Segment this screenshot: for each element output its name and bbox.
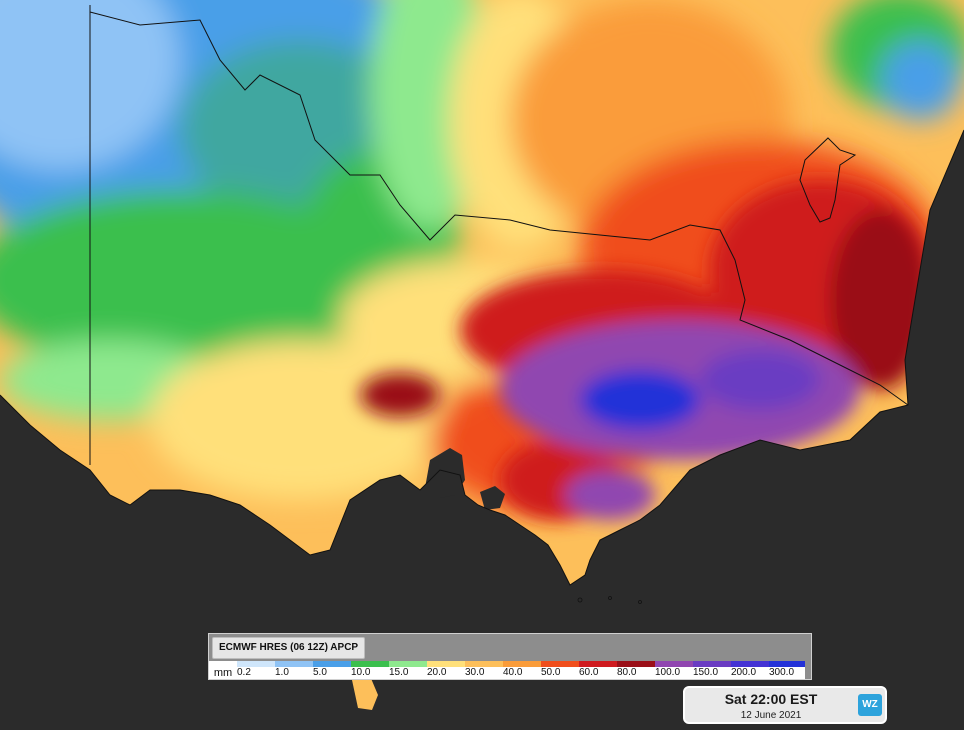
legend-cell [655,667,693,679]
legend-unit: mm [209,661,237,679]
legend-cell [351,667,389,679]
legend-label: 60.0 [579,667,599,678]
legend-swatch [503,661,541,667]
legend-cell [237,667,275,679]
legend-label: 150.0 [693,667,719,678]
legend-swatch [693,661,731,667]
legend-swatch [465,661,503,667]
legend-label: 300.0 [769,667,795,678]
legend-swatch [655,661,693,667]
legend-cell [503,667,541,679]
field-blob [0,0,180,170]
legend-label: 40.0 [503,667,523,678]
legend-label: 10.0 [351,667,371,678]
legend-label: 100.0 [655,667,681,678]
legend-swatch [579,661,617,667]
nsw-vic-border [89,11,909,406]
legend-cell [427,667,465,679]
legend-swatch [731,661,769,667]
act-border [799,137,857,223]
field-blob [880,40,960,120]
legend-swatch [617,661,655,667]
islands [577,596,642,604]
port-phillip-bay [425,448,465,498]
field-blob [700,350,820,410]
legend-swatch [769,661,805,667]
legend-cell [275,667,313,679]
legend-cell [541,667,579,679]
field-blob [580,370,700,430]
valid-date: 12 June 2021 [740,710,802,721]
legend-label: 20.0 [427,667,447,678]
legend-label: 5.0 [313,667,327,678]
legend-label: 80.0 [617,667,637,678]
field-blob [830,210,930,390]
legend-cell [579,667,617,679]
legend-swatch [389,661,427,667]
legend-label: 1.0 [275,667,289,678]
legend-cell [769,667,805,679]
western-port-bay [480,486,505,510]
legend-swatch [351,661,389,667]
legend-swatch [237,661,275,667]
valid-time: Sat 22:00 EST [724,691,818,707]
legend-label: 15.0 [389,667,409,678]
legend-label: 30.0 [465,667,485,678]
legend-cell [731,667,769,679]
legend-cell [617,667,655,679]
coastline [0,129,964,586]
legend-swatch [275,661,313,667]
legend-swatch [313,661,351,667]
field-blob [0,190,390,370]
island-tasmania-top [352,676,378,710]
legend-swatch [427,661,465,667]
legend-cell [693,667,731,679]
legend-cell [313,667,351,679]
valid-time-box: Sat 22:00 EST 12 June 2021 WZ [683,686,887,724]
state-borders [89,5,909,465]
weatherzone-logo-icon[interactable]: WZ [858,694,882,716]
rainfall-legend: ECMWF HRES (06 12Z) APCP mm 0.2 1.0 5.0 10.… [208,633,812,680]
legend-swatch [541,661,579,667]
legend-cell [389,667,427,679]
legend-cell [465,667,503,679]
field-blob [360,373,440,417]
legend-label: 0.2 [237,667,251,678]
field-blob [565,470,655,520]
legend-label: 200.0 [731,667,757,678]
legend-label: 50.0 [541,667,561,678]
legend-title: ECMWF HRES (06 12Z) APCP [212,637,366,659]
